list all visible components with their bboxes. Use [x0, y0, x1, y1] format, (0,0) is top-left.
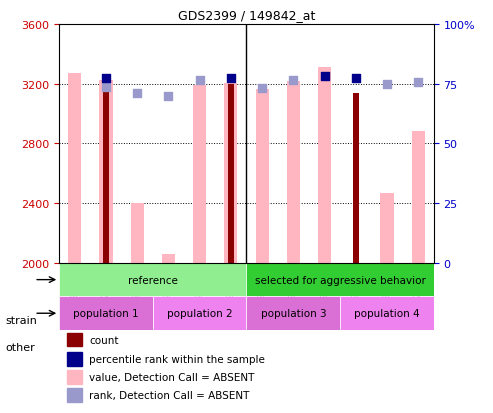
Bar	[100, 81, 112, 263]
Point	[320, 74, 328, 81]
Bar	[67, 388, 82, 402]
Bar	[103, 81, 109, 263]
Bar	[67, 353, 82, 366]
Bar	[67, 370, 82, 384]
Text: population 2: population 2	[167, 309, 233, 318]
Text: strain: strain	[5, 315, 37, 325]
Text: population 3: population 3	[260, 309, 326, 318]
Bar	[412, 132, 425, 263]
Bar	[162, 254, 175, 263]
Point	[289, 77, 297, 84]
Bar	[131, 204, 144, 263]
FancyBboxPatch shape	[59, 263, 246, 297]
Text: percentile rank within the sample: percentile rank within the sample	[89, 354, 265, 364]
Bar	[255, 90, 269, 263]
Text: other: other	[5, 342, 35, 352]
FancyBboxPatch shape	[340, 297, 434, 330]
Bar	[318, 68, 331, 263]
Point	[414, 80, 422, 86]
FancyBboxPatch shape	[246, 263, 434, 297]
Text: selected for aggressive behavior: selected for aggressive behavior	[255, 275, 425, 285]
Bar	[352, 93, 359, 263]
Bar	[193, 86, 206, 263]
Point	[133, 90, 141, 97]
Bar	[228, 84, 234, 263]
Bar	[67, 333, 82, 347]
Bar	[287, 82, 300, 263]
Point	[258, 85, 266, 92]
Point	[352, 76, 360, 83]
Point	[102, 85, 110, 91]
Title: GDS2399 / 149842_at: GDS2399 / 149842_at	[178, 9, 315, 22]
Text: population 1: population 1	[73, 309, 139, 318]
Text: reference: reference	[128, 275, 178, 285]
Bar	[68, 74, 81, 263]
Bar	[381, 193, 393, 263]
Bar	[224, 84, 238, 263]
Point	[196, 77, 204, 84]
Text: count: count	[89, 335, 119, 345]
Text: population 4: population 4	[354, 309, 420, 318]
Text: rank, Detection Call = ABSENT: rank, Detection Call = ABSENT	[89, 390, 249, 400]
Point	[102, 76, 110, 83]
FancyBboxPatch shape	[153, 297, 246, 330]
Point	[383, 82, 391, 88]
Point	[165, 94, 173, 100]
FancyBboxPatch shape	[59, 297, 153, 330]
Point	[227, 76, 235, 83]
FancyBboxPatch shape	[246, 297, 340, 330]
Text: value, Detection Call = ABSENT: value, Detection Call = ABSENT	[89, 372, 254, 382]
